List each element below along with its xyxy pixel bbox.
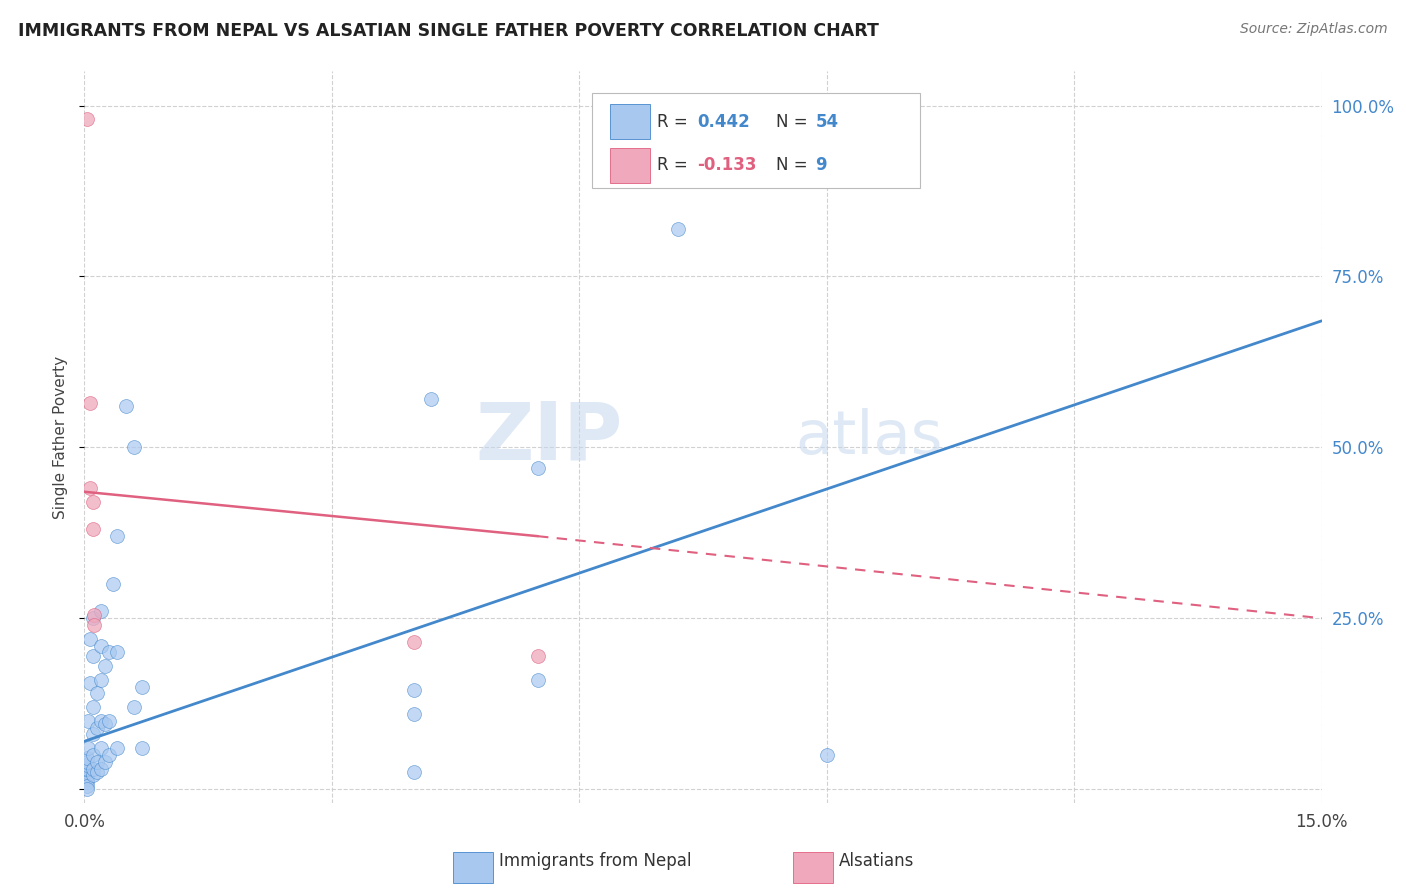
Point [815,747,838,762]
Y-axis label: Single Father Poverty: Single Father Poverty [53,356,69,518]
Point [79,632,101,646]
Point [82,648,104,663]
Point [76,768,98,782]
Point [98,747,121,762]
Point [86,765,108,780]
Point [86,721,108,735]
Point [122,440,145,454]
Text: 0.442: 0.442 [697,112,749,130]
FancyBboxPatch shape [610,103,650,139]
Point [76,772,98,786]
Point [76,741,98,756]
Text: Immigrants from Nepal: Immigrants from Nepal [499,853,692,871]
Point [86,686,108,700]
FancyBboxPatch shape [610,147,650,184]
Point [76,755,98,769]
Point [666,221,689,235]
Point [76,779,98,793]
Point [76,758,98,772]
Text: ZIP: ZIP [475,398,623,476]
Point [122,700,145,714]
Point [131,680,153,694]
Point [527,460,550,475]
Point [76,775,98,789]
FancyBboxPatch shape [793,852,832,882]
Point [79,481,101,495]
Point [86,755,108,769]
Point [105,645,128,659]
Point [103,577,125,591]
Text: R =: R = [657,156,693,175]
Point [82,522,104,536]
Point [404,635,426,649]
Point [82,495,104,509]
Point [105,529,128,543]
Point [76,751,98,765]
Point [90,639,112,653]
Point [90,673,112,687]
Point [76,112,98,127]
Point [76,762,98,776]
Point [404,765,426,780]
Text: Alsatians: Alsatians [839,853,914,871]
Point [98,645,121,659]
Point [82,768,104,782]
Point [90,604,112,618]
Point [82,762,104,776]
Text: -0.133: -0.133 [697,156,756,175]
Point [527,673,550,687]
Point [98,714,121,728]
FancyBboxPatch shape [592,94,920,188]
Point [419,392,441,407]
Text: N =: N = [776,156,813,175]
Point [94,717,117,731]
Point [404,706,426,721]
Point [82,700,104,714]
Point [82,611,104,625]
Text: 54: 54 [815,112,839,130]
FancyBboxPatch shape [453,852,492,882]
Point [76,782,98,797]
Text: Source: ZipAtlas.com: Source: ZipAtlas.com [1240,22,1388,37]
Point [79,676,101,690]
Point [83,618,105,632]
Text: IMMIGRANTS FROM NEPAL VS ALSATIAN SINGLE FATHER POVERTY CORRELATION CHART: IMMIGRANTS FROM NEPAL VS ALSATIAN SINGLE… [18,22,879,40]
Point [90,714,112,728]
Point [83,607,105,622]
Point [90,762,112,776]
Text: R =: R = [657,112,693,130]
Text: N =: N = [776,112,813,130]
Text: 9: 9 [815,156,827,175]
Point [77,714,100,728]
Point [527,648,550,663]
Point [90,741,112,756]
Point [94,659,117,673]
Point [82,727,104,741]
Point [76,765,98,780]
Point [131,741,153,756]
Point [404,683,426,698]
Point [105,741,128,756]
Point [82,747,104,762]
Text: atlas: atlas [796,408,943,467]
Point [114,400,136,414]
Point [79,396,101,410]
Point [94,755,117,769]
